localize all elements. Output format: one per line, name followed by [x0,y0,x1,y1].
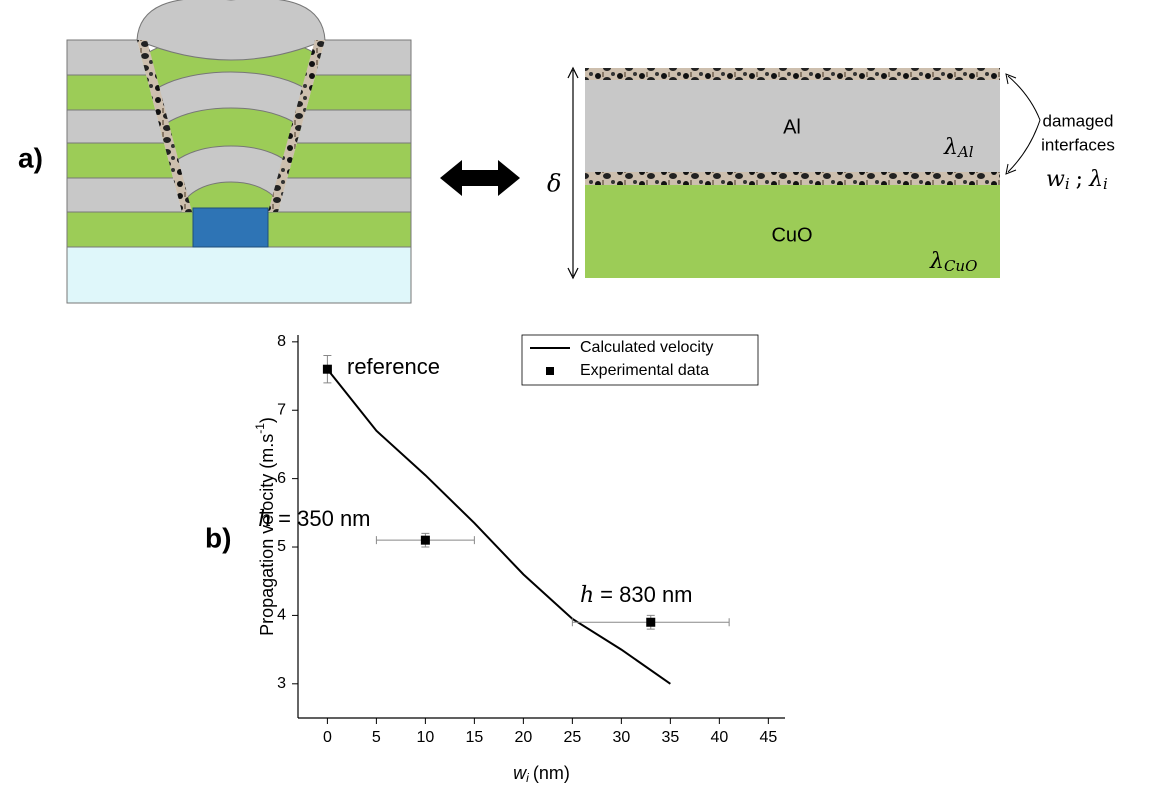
x-tick-label: 10 [416,729,434,746]
x-tick-label: 0 [323,729,332,746]
annotation-symbol: h [580,583,594,608]
panel-label: a) [18,142,43,173]
conductivity-label: λAl [943,135,974,161]
y-tick-label: 6 [277,470,286,487]
panel-label: b) [205,522,231,553]
data-point [420,535,430,545]
legend-label: Calculated velocity [580,339,713,356]
legend-swatch [546,367,554,375]
y-axis-label: Propagation velocity (m.s-1) [253,417,277,636]
data-line [326,368,671,685]
annotation: interfaces [1041,135,1115,154]
annotation-text: reference [347,354,440,379]
annotation: h = 830 nm [580,582,693,608]
x-label-symbol: w [513,763,527,783]
delta: δ [547,170,561,198]
x-axis-label: wi (nm) [513,763,570,785]
annotation: damaged [1043,111,1114,130]
x-tick-label: 40 [710,729,728,746]
annotation-symbol: h [258,507,272,532]
y-tick-label: 7 [277,401,286,418]
layer-label: CuO [771,224,812,246]
legend-label: Experimental data [580,362,709,379]
bilayer [585,68,1000,278]
y-tick-label: 4 [277,607,286,624]
annotation: h = 350 nm [258,506,371,532]
y-tick-label: 5 [277,538,286,555]
crater [136,0,326,248]
x-tick-label: 15 [465,729,483,746]
layer-label: Al [783,116,801,138]
x-tick-label: 45 [759,729,777,746]
data-point [322,364,332,374]
y-label-text: Propagation velocity (m.s [257,434,277,636]
interface-brace [1005,73,1041,175]
data-point [646,617,656,627]
x-tick-label: 5 [372,729,381,746]
legend-box [521,334,759,386]
x-tick-label: 25 [563,729,581,746]
y-label-sup: -1 [253,423,267,434]
annotation-text: = 830 nm [600,582,692,607]
annotation-text: = 350 nm [278,506,370,531]
y-tick-label: 8 [277,333,286,350]
x-label-sub: i [526,771,529,785]
double-arrow [440,160,520,196]
x-tick-label: 30 [612,729,630,746]
conductivity-label: λCuO [929,249,977,275]
x-tick-label: 20 [514,729,532,746]
interface-params: wi; λi [1046,167,1108,193]
x-tick-label: 35 [661,729,679,746]
y-tick-label: 3 [277,675,286,692]
annotation: reference [347,354,440,379]
y-label-close: ) [257,417,277,423]
thickness-arrow [567,66,579,280]
x-label-unit: (nm) [533,763,570,783]
